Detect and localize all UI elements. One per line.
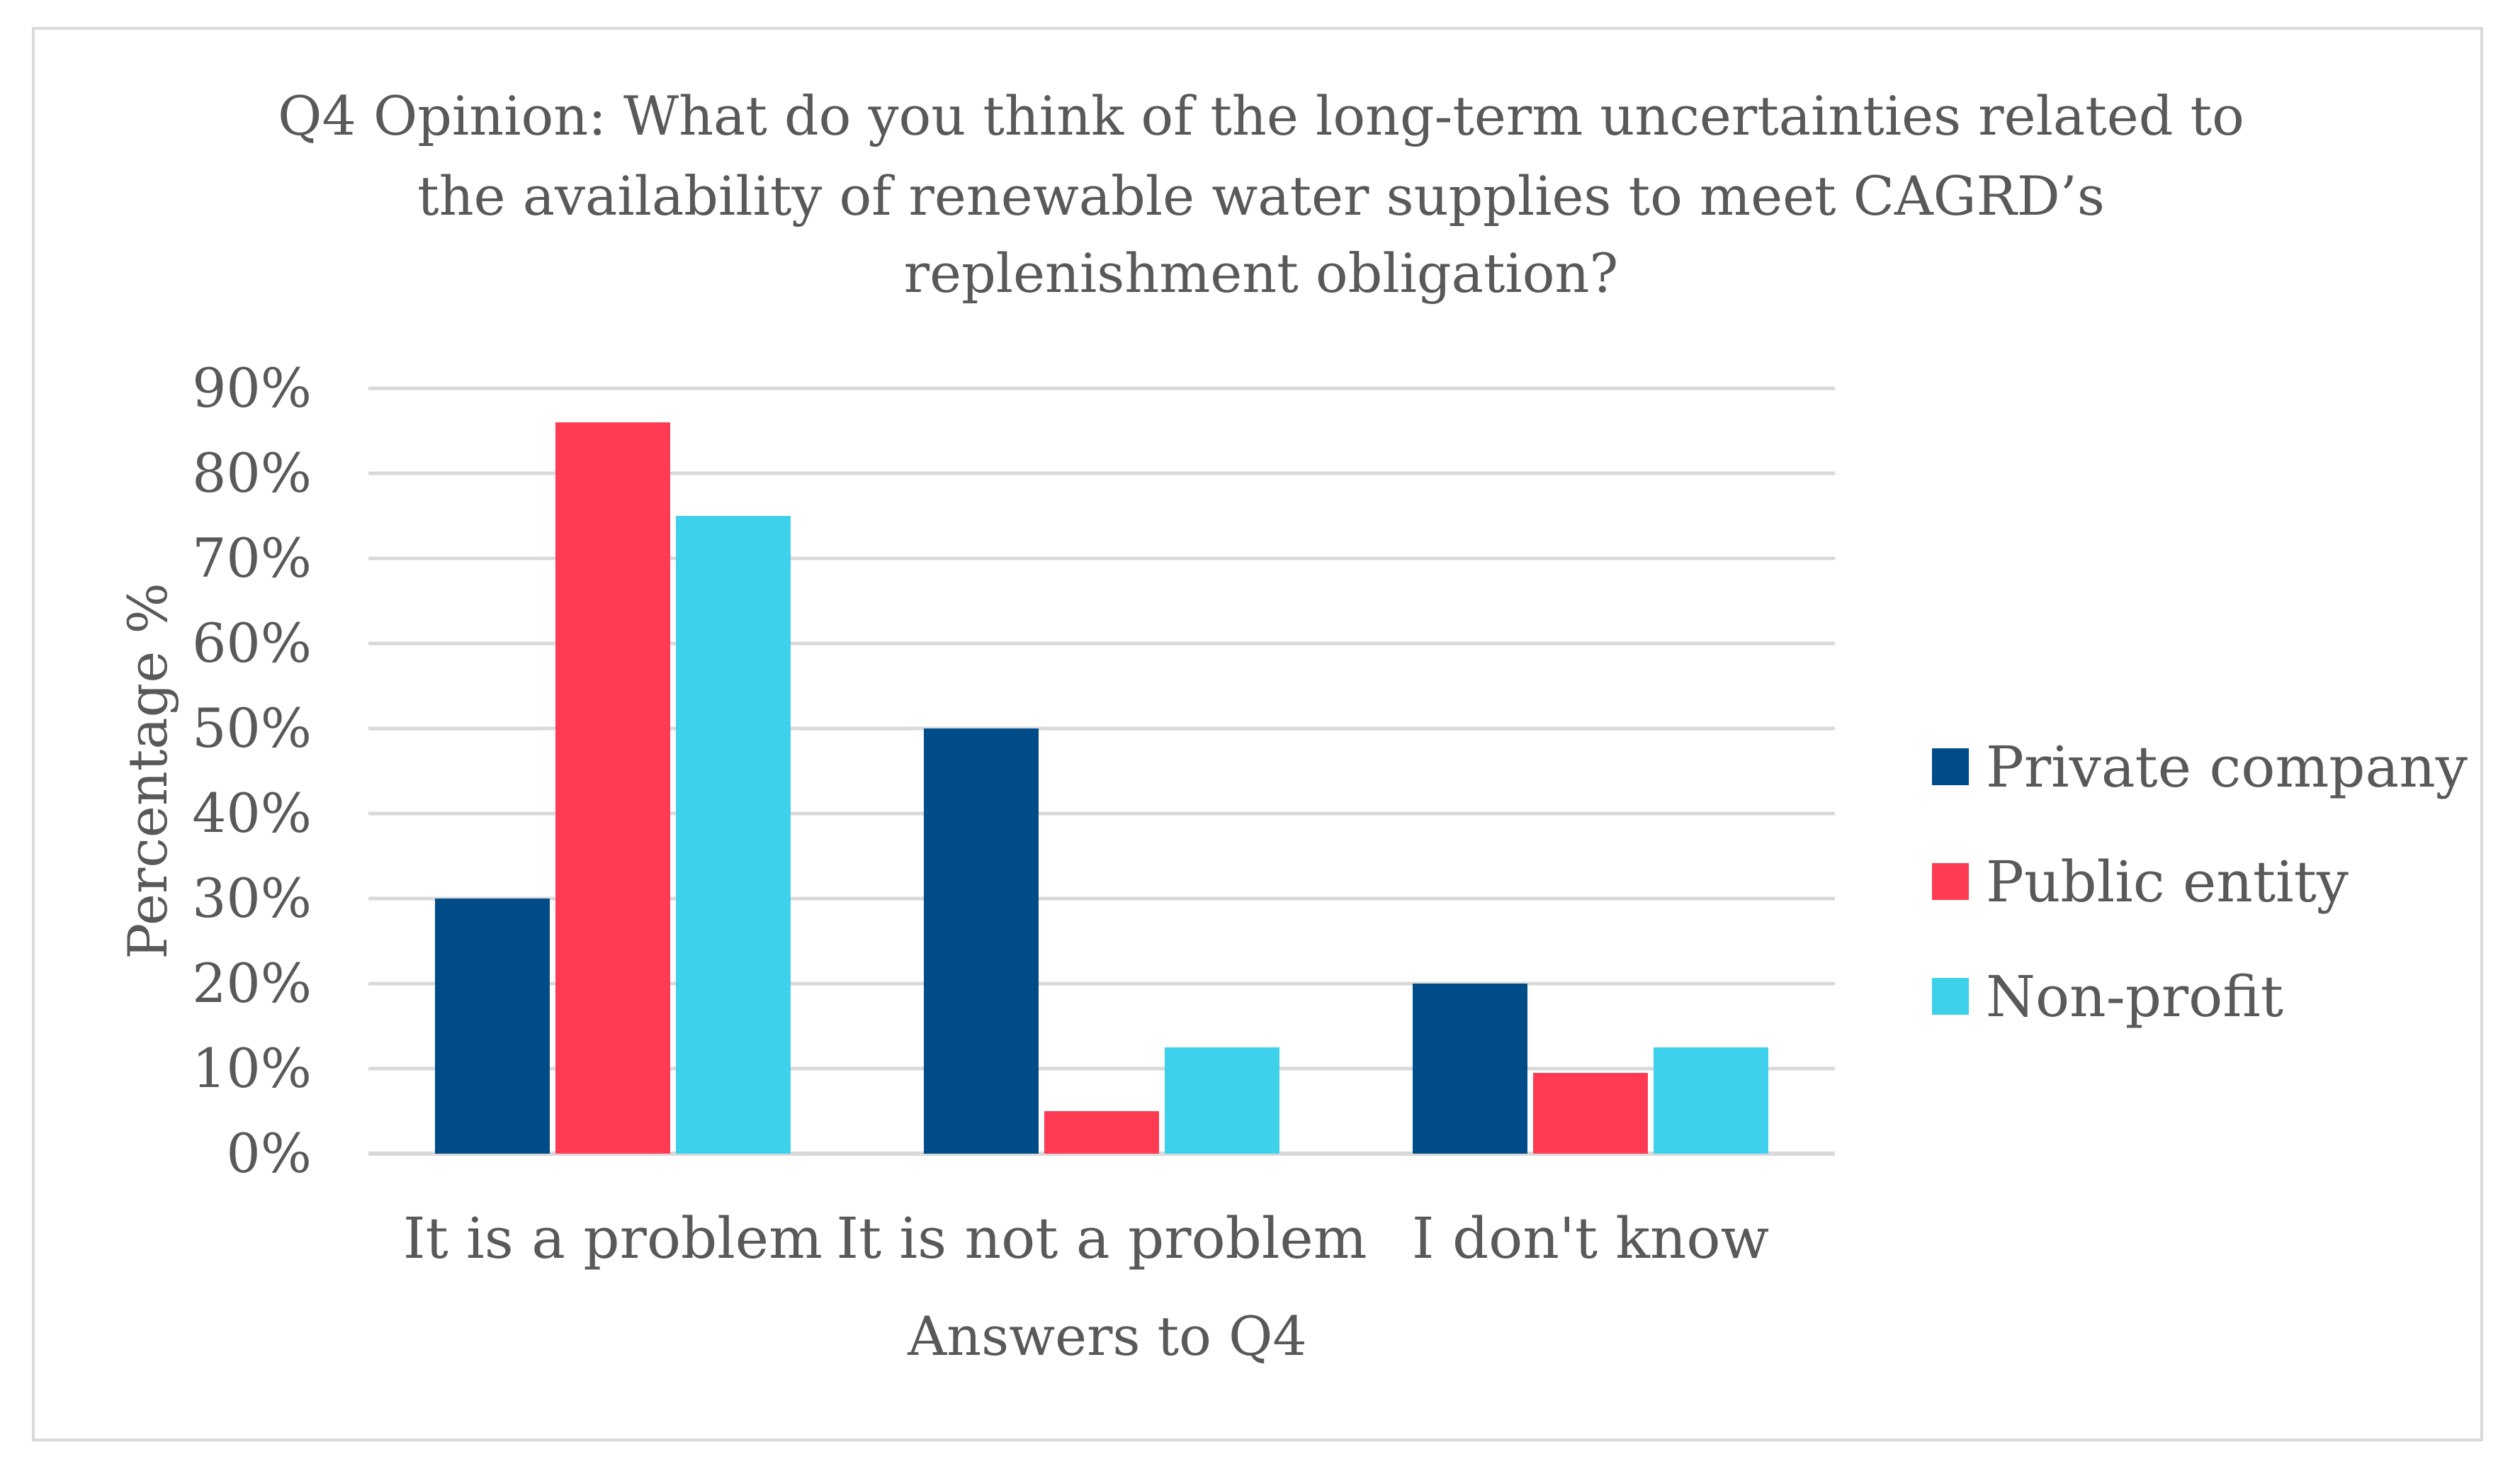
bar: [1044, 1111, 1159, 1154]
legend-swatch: [1932, 748, 1969, 785]
legend: Private company Public entity Non-profit: [1932, 734, 2468, 1030]
bar: [676, 516, 791, 1154]
x-category-label: I don't know: [1412, 1205, 1769, 1271]
chart-title-line-3: replenishment obligation?: [904, 242, 1618, 305]
legend-label: Non-profit: [1986, 964, 2283, 1030]
x-category-label: It is a problem: [403, 1205, 823, 1271]
y-tick-label: 80%: [192, 441, 312, 505]
legend-swatch: [1932, 863, 1969, 900]
y-tick-label: 90%: [192, 356, 312, 420]
chart-title-line-2: the availability of renewable water supp…: [417, 164, 2105, 227]
bar: [435, 899, 550, 1154]
y-tick-label: 30%: [192, 867, 312, 930]
y-axis-ticks: 0% 10% 20% 30% 40% 50% 60% 70% 80% 90%: [192, 356, 312, 1185]
bar: [1654, 1047, 1768, 1154]
bar: [1165, 1047, 1279, 1154]
x-category-label: It is not a problem: [836, 1205, 1367, 1271]
y-tick-label: 70%: [192, 527, 312, 590]
legend-label: Private company: [1986, 734, 2468, 800]
y-tick-label: 60%: [192, 612, 312, 675]
bar: [1533, 1073, 1648, 1154]
chart-frame: [32, 27, 2483, 1441]
y-tick-label: 10%: [192, 1037, 312, 1100]
legend-swatch: [1932, 978, 1969, 1015]
x-axis-categories: It is a problem It is not a problem I don'…: [403, 1205, 1769, 1271]
bar: [924, 728, 1039, 1154]
bars: [435, 422, 1768, 1154]
bar: [1413, 984, 1527, 1154]
x-axis-title: Answers to Q4: [907, 1305, 1306, 1368]
y-tick-label: 20%: [192, 952, 312, 1015]
y-axis-title: Percentage %: [116, 582, 179, 959]
chart-title: Q4 Opinion: What do you think of the lon…: [278, 84, 2244, 305]
y-tick-label: 40%: [192, 782, 312, 845]
legend-label: Public entity: [1986, 849, 2349, 915]
bar: [555, 422, 670, 1154]
y-tick-label: 50%: [192, 697, 312, 760]
y-tick-label: 0%: [226, 1122, 312, 1185]
chart-title-line-1: Q4 Opinion: What do you think of the lon…: [278, 84, 2244, 147]
